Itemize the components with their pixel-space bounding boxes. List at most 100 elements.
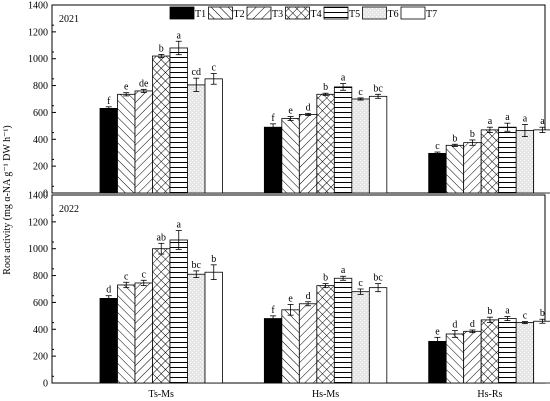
y-tick-label: 1400 <box>28 1 48 12</box>
y-tick-label: 800 <box>33 81 48 92</box>
bar-T1-Ts-Ms-2022 <box>99 297 118 384</box>
bar-T3-Hs-Rs-2022 <box>463 330 482 384</box>
bar-T6-Hs-Ms-2021 <box>351 98 370 194</box>
y-tick-label: 1000 <box>28 54 48 65</box>
legend-swatch-T2 <box>208 6 233 20</box>
significance-letter: c <box>124 271 129 282</box>
legend-label-T3: T3 <box>272 9 283 20</box>
y-tick-label: 0 <box>43 379 48 390</box>
legend-swatch-T7 <box>400 6 426 20</box>
bar-T5-Hs-Ms-2021 <box>333 86 353 194</box>
significance-letter: c <box>142 269 147 280</box>
bar-T4-Hs-Ms-2022 <box>316 285 335 384</box>
significance-letter: bc <box>373 273 383 284</box>
significance-letter: e <box>288 293 293 304</box>
y-tick-label: 800 <box>33 271 48 282</box>
bar-T7-Hs-Rs-2021 <box>533 129 550 194</box>
bar-T3-Hs-Ms-2022 <box>298 303 318 384</box>
legend-swatch-T3 <box>246 6 272 20</box>
significance-letter: e <box>288 105 293 116</box>
significance-letter: b <box>323 82 328 93</box>
significance-letter: d <box>306 102 311 113</box>
bar-T6-Ts-Ms-2022 <box>187 273 206 384</box>
legend-label-T4: T4 <box>311 9 322 20</box>
bar-T1-Hs-Ms-2021 <box>263 126 283 194</box>
legend-label-T7: T7 <box>426 9 437 20</box>
bar-T4-Hs-Rs-2022 <box>480 319 500 384</box>
significance-letter: ab <box>157 232 166 243</box>
bar-T6-Ts-Ms-2021 <box>187 84 206 194</box>
bar-T1-Hs-Rs-2022 <box>428 340 447 384</box>
bar-T3-Ts-Ms-2021 <box>134 90 153 194</box>
category-axis: Ts-Ms Hs-Ms Hs-Rs <box>149 389 503 400</box>
category-label-Hs-Rs: Hs-Rs <box>477 389 502 400</box>
y-tick-label: 1000 <box>28 244 48 255</box>
y-tick-label: 600 <box>33 298 48 309</box>
bar-T5-Hs-Ms-2022 <box>333 277 353 384</box>
bar-T7-Hs-Rs-2022 <box>533 320 550 384</box>
bar-T6-Hs-Rs-2022 <box>515 322 535 384</box>
significance-letter: c <box>358 87 363 98</box>
significance-letter: b <box>323 273 328 284</box>
bar-T2-Ts-Ms-2021 <box>117 93 136 194</box>
significance-letter: bc <box>373 83 383 94</box>
legend: T1 T2 T3 T4 T5 T6 T7 <box>169 6 437 20</box>
bar-T2-Hs-Ms-2021 <box>281 118 300 194</box>
bar-T2-Hs-Rs-2021 <box>445 144 465 194</box>
bar-T6-Hs-Ms-2022 <box>351 291 370 384</box>
y-tick-label: 1200 <box>28 27 48 38</box>
bar-T7-Hs-Ms-2022 <box>368 287 388 384</box>
y-tick-label: 1200 <box>28 217 48 228</box>
y-axis-label: Root activity (mg α-NA g⁻¹ DW h⁻¹) <box>2 125 13 274</box>
legend-swatch-T1 <box>169 6 195 20</box>
significance-letter: d <box>470 319 475 330</box>
significance-letter: f <box>107 96 111 107</box>
bar-T4-Ts-Ms-2022 <box>152 248 171 384</box>
panel-label: 2022 <box>59 204 79 215</box>
bar-T1-Hs-Ms-2022 <box>263 318 283 384</box>
bar-T4-Hs-Rs-2021 <box>480 129 500 194</box>
legend-label-T5: T5 <box>349 9 360 20</box>
legend-swatch-T5 <box>323 6 349 20</box>
significance-letter: bc <box>192 260 202 271</box>
significance-letter: c <box>358 278 363 289</box>
significance-letter: a <box>523 114 528 125</box>
significance-letter: b <box>470 129 475 140</box>
bar-T2-Hs-Rs-2022 <box>445 333 465 384</box>
legend-label-T6: T6 <box>388 9 399 20</box>
significance-letter: c <box>212 62 217 73</box>
significance-letter: a <box>341 265 346 276</box>
bar-T4-Hs-Ms-2021 <box>316 93 335 194</box>
y-tick-label: 400 <box>33 135 48 146</box>
significance-letter: cd <box>192 67 201 78</box>
legend-swatch-T6 <box>362 6 387 20</box>
y-tick-label: 400 <box>33 325 48 336</box>
bar-T5-Hs-Rs-2022 <box>498 318 517 384</box>
significance-letter: f <box>271 113 275 124</box>
bar-T7-Ts-Ms-2021 <box>204 78 223 194</box>
panel-2021: 0 200 400 600 800 1000 1200 1400 2021 f f c e e b de d b b… <box>28 1 550 200</box>
significance-letter: b <box>159 43 164 54</box>
significance-letter: b <box>487 306 492 317</box>
bar-T2-Hs-Ms-2022 <box>281 309 300 384</box>
significance-letter: b <box>211 254 216 265</box>
panel-2022: 02004006008001000120014002022dfecedcddab… <box>28 191 550 390</box>
significance-letter: a <box>540 116 545 127</box>
y-tick-label: 0 <box>43 189 48 200</box>
significance-letter: a <box>341 73 346 84</box>
y-tick-label: 200 <box>33 162 48 173</box>
legend-label-T2: T2 <box>234 9 245 20</box>
bar-T3-Hs-Ms-2021 <box>298 114 318 194</box>
significance-letter: de <box>139 78 149 89</box>
category-label-Hs-Ms: Hs-Ms <box>312 389 339 400</box>
significance-letter: d <box>306 291 311 302</box>
bar-T7-Ts-Ms-2022 <box>204 271 223 384</box>
y-tick-label: 600 <box>33 108 48 119</box>
significance-letter: e <box>435 326 440 337</box>
bar-T3-Ts-Ms-2022 <box>134 282 153 384</box>
significance-letter: a <box>488 116 493 127</box>
bar-T5-Ts-Ms-2021 <box>169 47 188 194</box>
chart-panels: 02004006008001000120014002021ffceebdedbb… <box>28 1 550 390</box>
bar-T4-Ts-Ms-2021 <box>152 55 171 194</box>
